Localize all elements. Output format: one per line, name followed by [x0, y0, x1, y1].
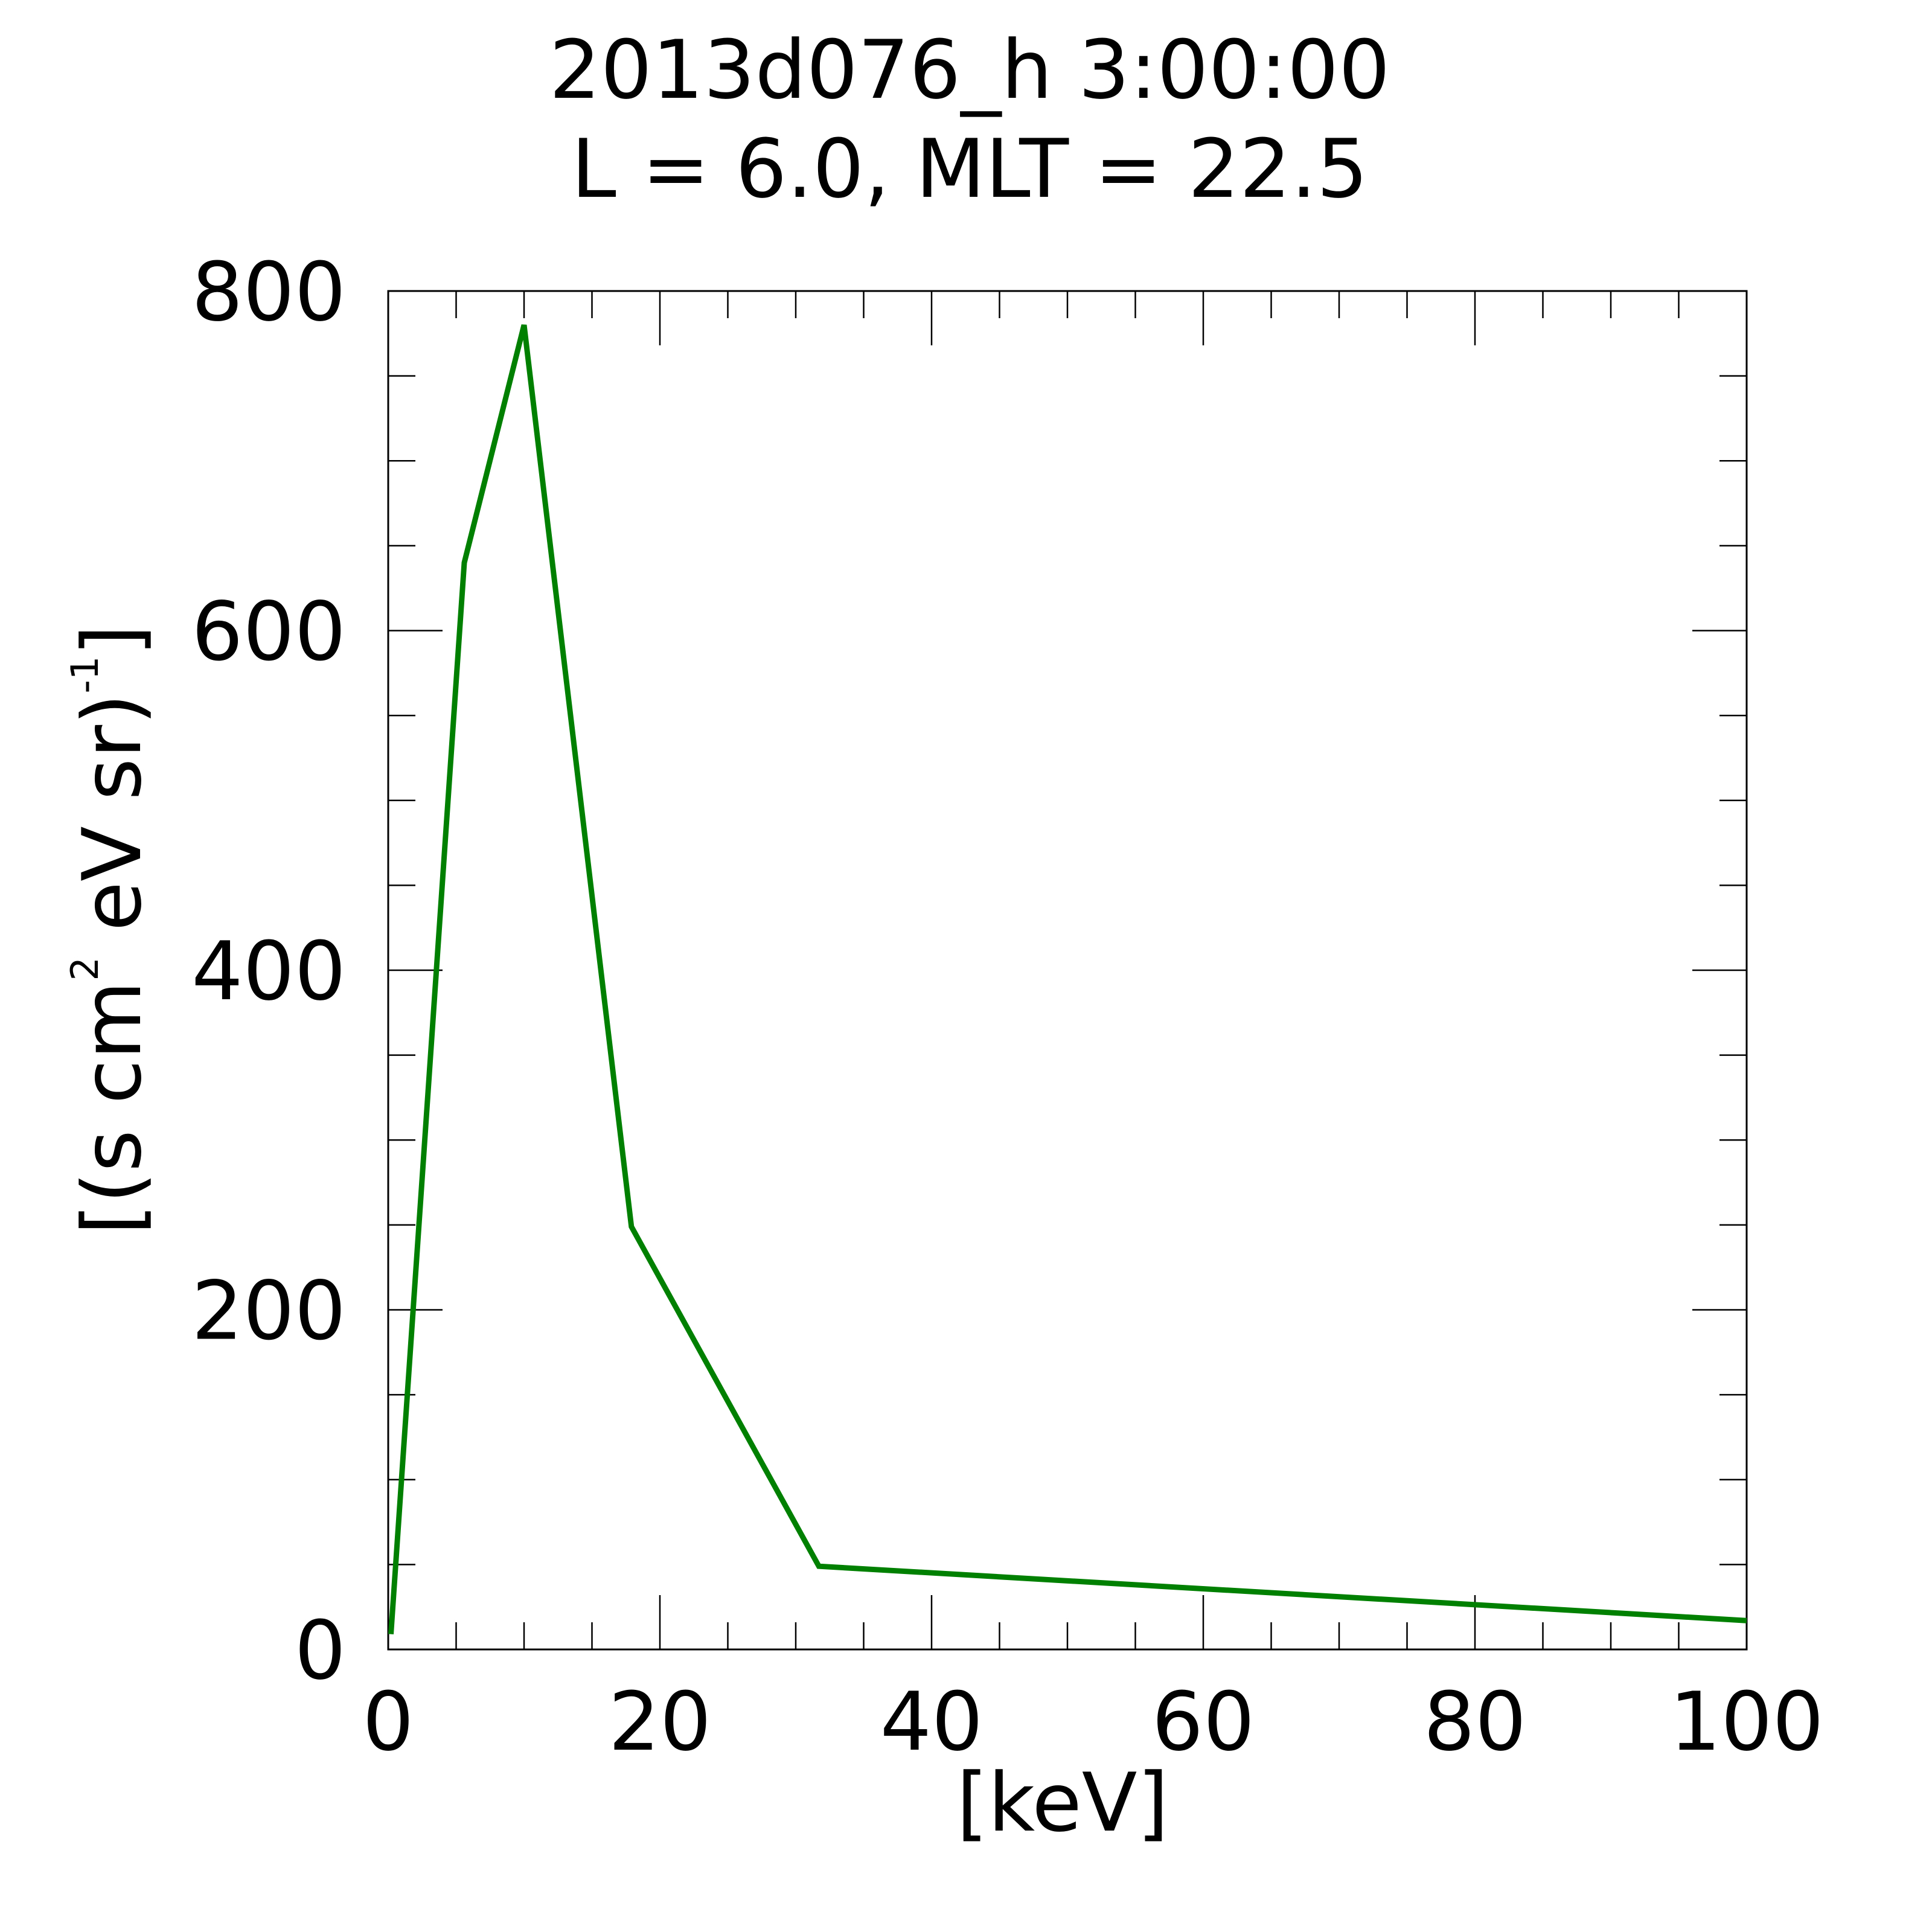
svg-text:[(s cm2 eV sr)-1]: [(s cm2 eV sr)-1]	[63, 624, 159, 1235]
x-tick-label: 40	[880, 1675, 984, 1769]
y-tick-label: 600	[191, 585, 346, 679]
plot-frame	[387, 290, 1748, 1651]
chart-subtitle: L = 6.0, MLT = 22.5	[571, 122, 1368, 216]
x-tick-label: 100	[1669, 1675, 1824, 1769]
x-tick-label: 60	[1152, 1675, 1255, 1769]
y-tick-label: 800	[191, 245, 346, 339]
spectrum-line	[388, 324, 1747, 1635]
y-tick-label: 0	[295, 1604, 346, 1698]
y-tick-label: 400	[191, 924, 346, 1019]
y-tick-label: 200	[191, 1264, 346, 1358]
x-tick-label: 20	[609, 1675, 712, 1769]
series-layer	[388, 324, 1747, 1635]
tick-labels: 0 20 40 60 80 100 0 200 400 600 800	[191, 245, 1824, 1769]
axis-ticks	[387, 290, 1748, 1651]
chart-title: 2013d076_h 3:00:00	[549, 23, 1390, 117]
y-axis-label: [(s cm2 eV sr)-1]	[63, 624, 159, 1235]
x-axis-label: [keV]	[956, 1756, 1169, 1850]
x-tick-label: 0	[362, 1675, 414, 1769]
x-tick-label: 80	[1424, 1675, 1527, 1769]
